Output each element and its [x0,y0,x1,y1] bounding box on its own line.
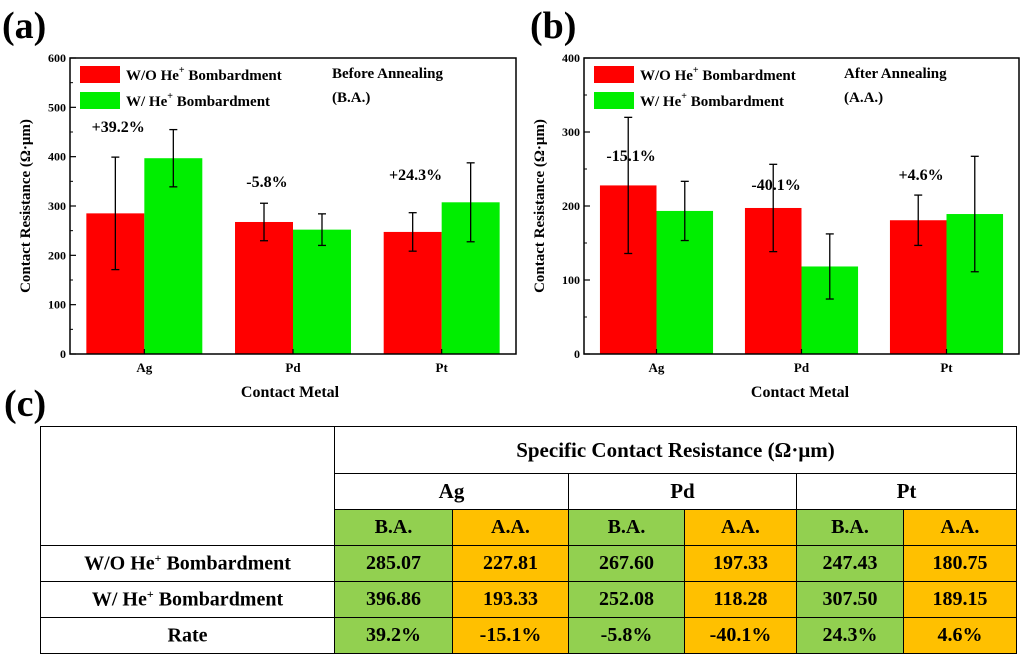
legend-swatch [594,92,634,109]
legend-label: W/ He+ Bombardment [126,91,270,110]
y-tick-label: 400 [48,150,66,164]
table-row: Rate 39.2% -15.1% -5.8% -40.1% 24.3% 4.6… [40,617,1017,654]
y-tick-label: 100 [48,298,66,312]
table-cond: A.A. [684,509,797,546]
condition-label: After Annealing [844,66,947,82]
change-annotation: -15.1% [606,148,655,165]
table-cell: 118.28 [684,581,797,618]
chart-panel-b: (b) Ag -15.1% Pd -40.1% Pt +4.6% 0 100 200 300 400 C… [530,5,1020,401]
y-tick-label: 400 [562,51,580,65]
y-tick-label: 600 [48,51,66,65]
panel-label: (b) [530,5,576,47]
y-tick-label: 0 [60,347,66,361]
panel-label-c: (c) [4,383,47,425]
y-axis-label: Contact Resistance (Ω·μm) [18,119,34,293]
legend-swatch [80,92,120,109]
table-cell: 4.6% [903,617,1017,654]
x-tick-label: Ag [649,360,665,375]
y-tick-label: 200 [48,248,66,262]
table-cell: 307.50 [796,581,904,618]
row-label-w: W/ He+ Bombardment [40,581,335,618]
legend-label: W/O He+ Bombardment [640,65,796,84]
y-tick-label: 300 [562,125,580,139]
condition-abbr: (B.A.) [332,90,370,106]
table-cell: -5.8% [568,617,685,654]
table-cell: 285.07 [334,545,453,582]
legend-label: W/ He+ Bombardment [640,91,784,110]
table-cell: 24.3% [796,617,904,654]
x-tick-label: Pt [940,360,953,375]
resistance-table-wrap: Specific Contact Resistance (Ω·μm) Ag Pd… [40,426,1017,654]
legend-swatch [80,66,120,83]
table-cell: 396.86 [334,581,453,618]
change-annotation: +39.2% [92,119,145,136]
chart-panel-a: (a) Ag +39.2% Pd -5.8% Pt +24.3% 0 100 200 300 400 5… [2,5,517,401]
table-metal-pt: Pt [796,473,1017,510]
charts-canvas: (a) Ag +39.2% Pd -5.8% Pt +24.3% 0 100 200 300 400 5… [2,5,1020,401]
legend-label: W/O He+ Bombardment [126,65,282,84]
table-row: W/ He+ Bombardment 396.86 193.33 252.08 … [40,581,1017,618]
table-cond: B.A. [796,509,904,546]
change-annotation: +4.6% [898,167,943,184]
condition-label: Before Annealing [332,66,443,82]
x-tick-label: Pd [285,360,301,375]
table-cell: 39.2% [334,617,453,654]
table-cond: A.A. [452,509,569,546]
bar [144,158,203,354]
y-tick-label: 300 [48,199,66,213]
table-cell: 197.33 [684,545,797,582]
change-annotation: -40.1% [751,177,800,194]
y-tick-label: 0 [574,347,580,361]
table-cell: 227.81 [452,545,569,582]
panel-label: (a) [2,5,46,47]
table-cell: -15.1% [452,617,569,654]
resistance-table: Specific Contact Resistance (Ω·μm) Ag Pd… [40,426,1017,654]
x-axis-label: Contact Metal [241,384,340,401]
bar [235,221,293,354]
row-label-wo: W/O He+ Bombardment [40,545,335,582]
table-cond: A.A. [903,509,1017,546]
table-cell: 267.60 [568,545,685,582]
change-annotation: +24.3% [389,167,442,184]
table-corner [40,426,335,546]
table-metal-pd: Pd [568,473,797,510]
table-cond: B.A. [334,509,453,546]
row-label-rate: Rate [40,617,335,654]
table-metal-ag: Ag [334,473,569,510]
bar [293,229,351,354]
x-tick-label: Ag [136,360,152,375]
table-cond: B.A. [568,509,685,546]
x-tick-label: Pt [436,360,449,375]
table-title: Specific Contact Resistance (Ω·μm) [334,426,1017,474]
x-tick-label: Pd [794,360,810,375]
table-cell: 180.75 [903,545,1017,582]
table-cell: 189.15 [903,581,1017,618]
table-cell: 193.33 [452,581,569,618]
legend-swatch [594,66,634,83]
change-annotation: -5.8% [246,174,287,191]
y-tick-label: 200 [562,199,580,213]
table-row: W/O He+ Bombardment 285.07 227.81 267.60… [40,545,1017,582]
table-cell: 252.08 [568,581,685,618]
x-axis-label: Contact Metal [751,384,850,401]
condition-abbr: (A.A.) [844,90,883,106]
table-cell: -40.1% [684,617,797,654]
y-axis-label: Contact Resistance (Ω·μm) [532,119,548,293]
y-tick-label: 100 [562,273,580,287]
table-cell: 247.43 [796,545,904,582]
y-tick-label: 500 [48,100,66,114]
bar [383,231,442,354]
